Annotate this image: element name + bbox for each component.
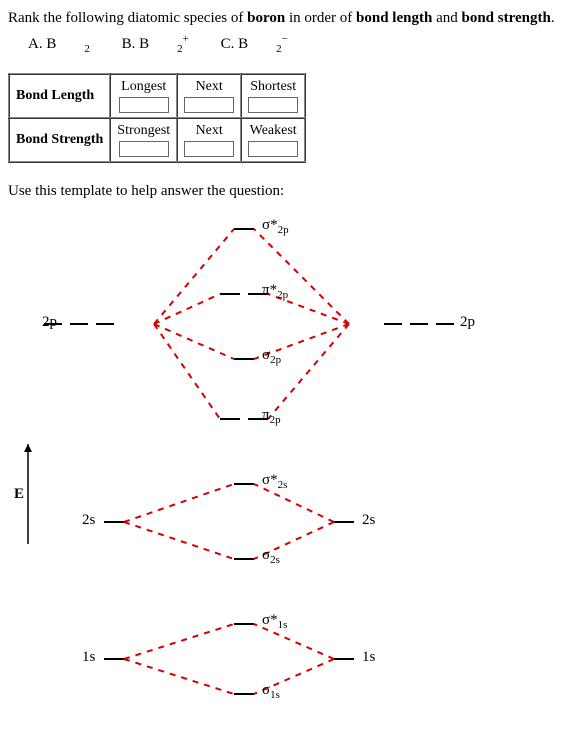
q-bold3: bond strength: [461, 10, 550, 26]
input-longest[interactable]: [119, 97, 169, 113]
input-next-strength[interactable]: [184, 141, 234, 157]
atomic-label-2p-left: 2p: [42, 314, 57, 331]
mo-label-sigma_2s: σ2s: [262, 547, 280, 566]
q-bold2: bond length: [356, 10, 432, 26]
mo-diagram-svg: [14, 204, 494, 724]
input-weakest[interactable]: [248, 141, 298, 157]
question-text: Rank the following diatomic species of b…: [8, 10, 568, 27]
mo-label-pi_2p: π2p: [262, 407, 281, 426]
energy-axis-label: E: [14, 486, 24, 503]
cell-shortest: Shortest: [241, 74, 305, 118]
q-mid2: and: [432, 10, 461, 26]
cell-longest: Longest: [110, 74, 177, 118]
mo-label-sigma_star_1s: σ*1s: [262, 612, 287, 631]
options-row: A. B2 B. B2+ C. B2−: [8, 33, 568, 55]
option-a: A. B2: [28, 36, 94, 52]
q-suffix: .: [551, 10, 555, 26]
cell-strongest: Strongest: [110, 118, 177, 162]
mo-diagram: σ*2p π*2p σ2p π2p σ*2s σ2s σ*1s σ1s 2p 2p 2s 2s 1s 1s…: [14, 204, 494, 724]
row-label-bond-length: Bond Length: [9, 74, 110, 118]
cell-next-length: Next: [177, 74, 241, 118]
table-row: Bond Length Longest Next Shortest: [9, 74, 305, 118]
option-b: B. B2+: [122, 36, 193, 52]
input-shortest[interactable]: [248, 97, 298, 113]
mo-label-pi_star_2p: π*2p: [262, 282, 288, 301]
atomic-label-2s-left: 2s: [82, 512, 95, 529]
mo-label-sigma_star_2s: σ*2s: [262, 472, 287, 491]
table-row: Bond Strength Strongest Next Weakest: [9, 118, 305, 162]
option-c: C. B2−: [221, 36, 288, 52]
q-bold1: boron: [247, 10, 285, 26]
atomic-label-1s-right: 1s: [362, 649, 375, 666]
mo-label-sigma_star_2p: σ*2p: [262, 217, 289, 236]
q-mid: in order of: [285, 10, 356, 26]
atomic-label-2p-right: 2p: [460, 314, 475, 331]
template-note: Use this template to help answer the que…: [8, 183, 568, 200]
answer-table: Bond Length Longest Next Shortest Bond S…: [8, 73, 306, 163]
atomic-label-1s-left: 1s: [82, 649, 95, 666]
row-label-bond-strength: Bond Strength: [9, 118, 110, 162]
cell-weakest: Weakest: [241, 118, 305, 162]
q-prefix: Rank the following diatomic species of: [8, 10, 247, 26]
cell-next-strength: Next: [177, 118, 241, 162]
mo-label-sigma_2p: σ2p: [262, 347, 281, 366]
input-strongest[interactable]: [119, 141, 169, 157]
input-next-length[interactable]: [184, 97, 234, 113]
mo-label-sigma_1s: σ1s: [262, 682, 280, 701]
atomic-label-2s-right: 2s: [362, 512, 375, 529]
